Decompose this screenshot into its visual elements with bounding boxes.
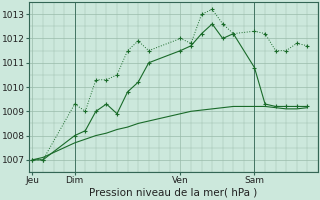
X-axis label: Pression niveau de la mer( hPa ): Pression niveau de la mer( hPa )	[90, 188, 258, 198]
